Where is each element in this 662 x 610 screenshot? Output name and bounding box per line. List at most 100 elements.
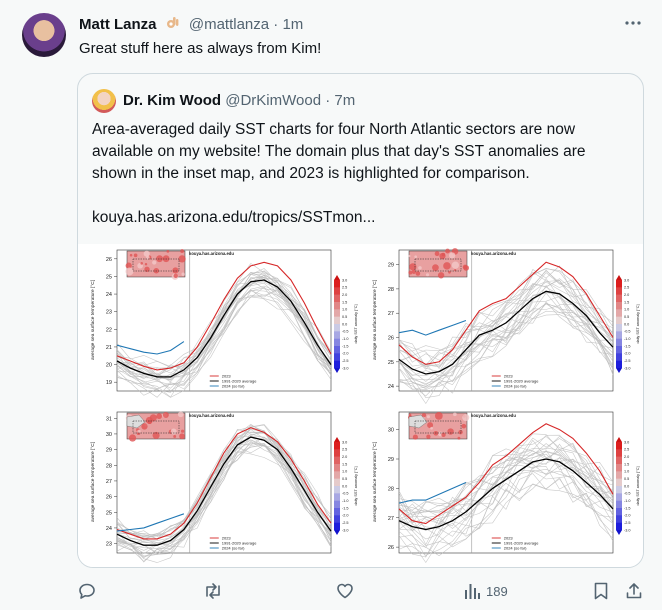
y-tick-label: 29 [388, 263, 394, 269]
sst-panel: 26 25 24 23 22 21 20 19 average sea surface temp… [90, 249, 358, 398]
past-year-line [116, 281, 332, 381]
inset-map-anomaly [141, 423, 148, 430]
inset-map-anomaly [178, 255, 186, 263]
colorbar-extend-top [616, 275, 622, 280]
reply-button[interactable] [78, 578, 96, 604]
colorbar-tick-label: -2.5 [342, 359, 349, 363]
colorbar-segment [334, 456, 340, 465]
y-tick-label: 21 [106, 345, 112, 351]
inset-map-anomaly [437, 272, 445, 279]
past-year-line [116, 436, 332, 555]
colorbar-segment [616, 287, 622, 295]
legend-label: 2024 (so far) [504, 546, 527, 551]
inset-map-domain-box [414, 258, 462, 272]
tweet-text: Great stuff here as always from Kim! [79, 40, 322, 57]
repost-button[interactable] [203, 578, 223, 604]
series-2024-line [398, 481, 467, 504]
inset-map-anomaly [409, 263, 417, 271]
colorbar-segment [334, 493, 340, 501]
bookmark-button[interactable] [593, 578, 609, 604]
inset-map-anomaly [173, 435, 177, 438]
colorbar-tick-label: 0.0 [624, 322, 629, 326]
colorbar-segment [334, 316, 340, 325]
colorbar-tick-label: -2.0 [624, 352, 631, 356]
y-tick-label: 25 [106, 510, 112, 516]
y-tick-label: 19 [106, 380, 112, 386]
colorbar-tick-label: 2.0 [342, 293, 347, 297]
quoted-tweet[interactable]: Dr. Kim Wood @DrKimWood · 7m Area-averag… [77, 73, 644, 568]
quoted-author-handle[interactable]: @DrKimWood [225, 92, 322, 109]
legend-label: 1991-2020 average [222, 541, 257, 546]
inset-map-anomaly [433, 430, 439, 436]
quoted-text-line: shown in the inset map, and 2023 is high… [92, 165, 530, 182]
sst-charts-figure: 26 25 24 23 22 21 20 19 average sea surface temp… [90, 248, 640, 564]
past-year-line [116, 428, 332, 545]
colorbar-segment [616, 302, 622, 310]
quoted-tweet-time[interactable]: 7m [334, 92, 356, 109]
y-tick-label: 24 [106, 526, 112, 532]
colorbar-label: daily SST anomaly [°C] [636, 304, 640, 343]
more-options-button[interactable] [624, 14, 642, 36]
sst-panel: 31 30 29 28 27 26 25 24 23 average sea surface te… [90, 411, 358, 563]
inset-map-anomaly [443, 262, 451, 270]
colorbar-segment [334, 324, 340, 332]
inset-map-anomaly [434, 412, 443, 420]
quoted-author-avatar[interactable] [92, 89, 116, 113]
past-year-line [398, 281, 614, 367]
y-tick-label: 22 [106, 327, 112, 333]
colorbar-tick-label: -0.5 [342, 330, 349, 334]
sst-charts-image[interactable]: 26 25 24 23 22 21 20 19 average sea surface temp… [78, 244, 643, 567]
quoted-link[interactable]: kouya.has.arizona.edu/tropics/SSTmon... [92, 209, 376, 226]
colorbar-tick-label: -3.0 [342, 366, 349, 370]
inset-map-anomaly [432, 264, 439, 271]
quoted-author-name[interactable]: Dr. Kim Wood [123, 92, 222, 109]
legend-label: 2024 (so far) [222, 546, 245, 551]
author-name[interactable]: Matt Lanza [79, 16, 157, 33]
inset-map-anomaly [452, 412, 457, 417]
y-tick-label: 26 [388, 336, 394, 342]
colorbar-segment [616, 449, 622, 457]
author-avatar[interactable] [22, 13, 66, 57]
colorbar-segment [616, 294, 622, 303]
colorbar-tick-label: -1.0 [342, 337, 349, 341]
inset-map-anomaly [426, 434, 431, 439]
past-year-line [116, 286, 332, 398]
sst-panel: 29 28 27 26 25 24 average sea surface temperat… [372, 248, 640, 405]
inset-map-anomaly [156, 255, 163, 263]
colorbar-segment [334, 478, 340, 487]
y-tick-label: 28 [388, 287, 394, 293]
ok-hand-emoji-icon [166, 17, 179, 28]
like-button[interactable] [336, 578, 354, 604]
colorbar-segment [334, 486, 340, 494]
inset-map-anomaly [458, 429, 463, 435]
past-year-line [398, 437, 614, 517]
views-button[interactable]: 189 [464, 578, 508, 604]
inset-map-anomaly [426, 415, 430, 419]
colorbar-segment [334, 442, 340, 450]
colorbar-segment [334, 515, 340, 523]
colorbar-tick-label: -0.5 [624, 492, 631, 496]
past-year-line [116, 294, 332, 392]
quoted-text-line: available on my website! The domain plus… [92, 143, 586, 160]
past-year-line [398, 280, 614, 373]
inset-map-anomaly [177, 411, 184, 418]
colorbar-tick-label: 3.0 [342, 278, 347, 282]
colorbar-tick-label: -0.5 [342, 492, 349, 496]
colorbar-tick-label: 0.0 [342, 322, 347, 326]
inset-map-anomaly [172, 267, 179, 274]
past-year-line [116, 282, 332, 389]
colorbar-extend-bottom [616, 530, 622, 535]
colorbar-segment [616, 442, 622, 450]
inset-map-anomaly [144, 266, 150, 272]
past-year-line [116, 444, 332, 563]
author-handle[interactable]: @mattlanza [188, 16, 270, 33]
colorbar-extend-top [616, 437, 622, 442]
past-year-line [398, 478, 614, 556]
quoted-text-line: Area-averaged daily SST charts for four … [92, 121, 576, 138]
tweet-time[interactable]: 1m [282, 16, 304, 33]
quoted-tweet-text: Area-averaged daily SST charts for four … [92, 119, 637, 229]
share-button[interactable] [625, 578, 643, 604]
quoted-tweet-header: Dr. Kim Wood @DrKimWood · 7m [123, 91, 355, 111]
past-year-line [398, 292, 614, 381]
colorbar-segment [334, 449, 340, 457]
